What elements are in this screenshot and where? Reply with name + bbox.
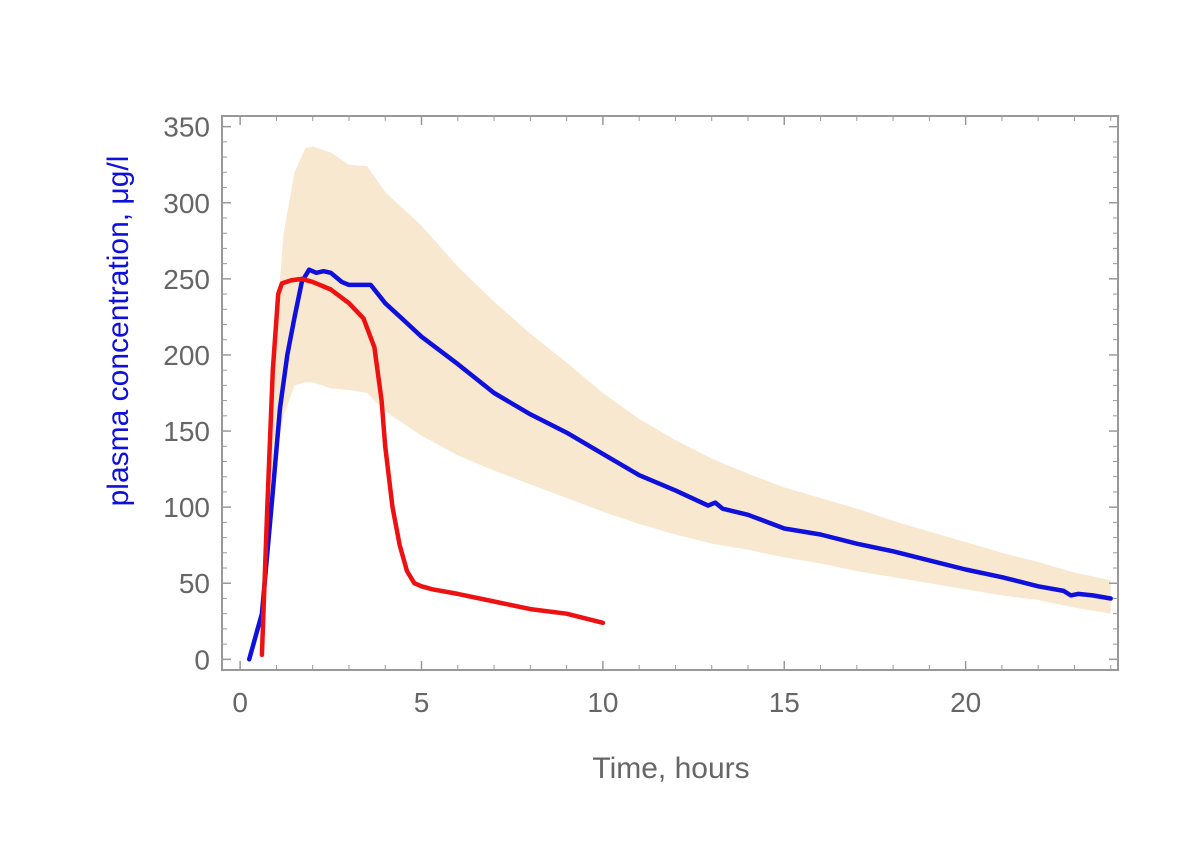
confidence-band xyxy=(269,146,1111,614)
y-tick-label: 100 xyxy=(163,492,210,523)
y-tick-label: 50 xyxy=(179,568,210,599)
series-blue-line xyxy=(246,267,1113,662)
y-axis-label: plasma concentration, μg/l xyxy=(102,156,135,507)
series-red-line xyxy=(259,276,606,658)
y-tick-label: 350 xyxy=(163,112,210,143)
x-axis-ticks: 0 5 10 15 20 xyxy=(232,116,1112,718)
x-axis-label: Time, hours xyxy=(592,752,749,785)
y-tick-label: 300 xyxy=(163,188,210,219)
x-tick-label: 5 xyxy=(414,687,430,718)
series-layer xyxy=(246,267,1113,662)
y-axis-ticks: 0 50 100 150 200 250 300 350 xyxy=(163,112,1118,675)
y-tick-label: 200 xyxy=(163,340,210,371)
x-tick-label: 10 xyxy=(587,687,618,718)
y-tick-label: 0 xyxy=(194,644,210,675)
plot-frame xyxy=(221,115,1119,671)
x-tick-label: 0 xyxy=(232,687,248,718)
y-tick-label: 150 xyxy=(163,416,210,447)
x-tick-label: 20 xyxy=(950,687,981,718)
x-tick-label: 15 xyxy=(769,687,800,718)
y-tick-label: 250 xyxy=(163,264,210,295)
confidence-band-layer xyxy=(269,146,1111,614)
